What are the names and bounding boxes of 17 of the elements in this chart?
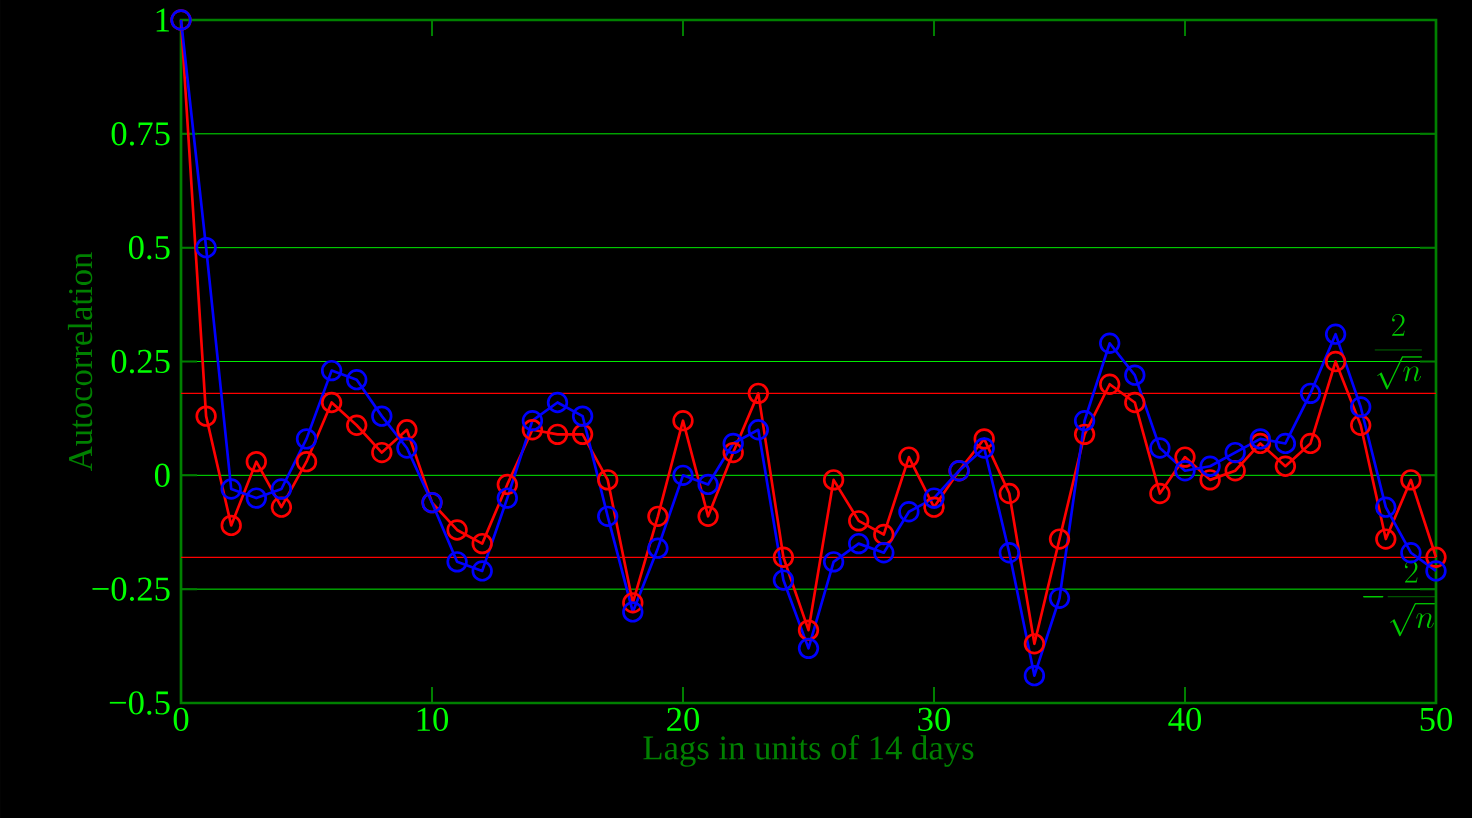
- x-tick-label: 0: [173, 707, 189, 732]
- x-tick-label: 30: [918, 707, 951, 732]
- ref-line-label: $-\frac{2}{\sqrt{n}}$: [1363, 560, 1435, 637]
- y-tick-label: −0.5: [109, 691, 170, 715]
- y-tick-label: 0: [154, 463, 170, 488]
- y-tick-label: −0.25: [92, 577, 170, 601]
- y-axis-title: Autocorrelation: [67, 252, 93, 471]
- x-tick-label: 40: [1168, 707, 1202, 732]
- y-tick-label: 0.75: [111, 122, 170, 146]
- x-tick-label: 10: [417, 707, 449, 732]
- x-tick-label: 50: [1420, 707, 1453, 732]
- y-tick-label: 0.5: [128, 235, 170, 260]
- x-axis-title: Lags in units of 14 days: [643, 734, 974, 767]
- x-tick-label: 20: [667, 707, 700, 732]
- y-tick-label: 1: [156, 8, 169, 32]
- ref-line-label: $\frac{2}{\sqrt{n}}$: [1374, 313, 1422, 390]
- y-tick-label: 0.25: [111, 349, 170, 374]
